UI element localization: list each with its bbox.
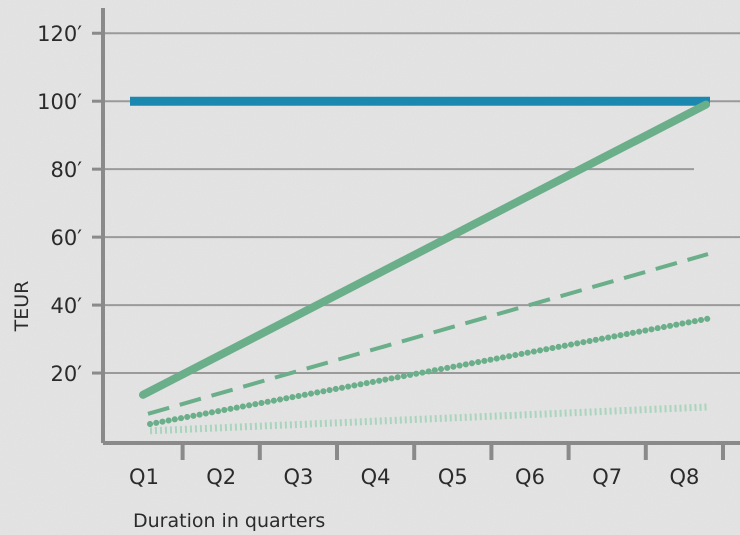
axes bbox=[101, 8, 740, 445]
series-line-4 bbox=[147, 315, 711, 428]
x-tick-label: Q8 bbox=[669, 465, 699, 489]
series-line-2 bbox=[139, 100, 710, 399]
x-tick-label: Q6 bbox=[515, 465, 545, 489]
x-tick-label: Q3 bbox=[283, 465, 313, 489]
y-tick-label: 80′ bbox=[51, 158, 83, 182]
y-axis-ticks: 20′ 40′ 60′ 80′ 100′ 120′ bbox=[37, 22, 103, 386]
x-tick-label: Q4 bbox=[361, 465, 391, 489]
x-tick-label: Q7 bbox=[592, 465, 622, 489]
y-tick-label: 120′ bbox=[37, 22, 82, 46]
y-tick-label: 100′ bbox=[37, 90, 82, 114]
x-tick-label: Q2 bbox=[206, 465, 236, 489]
y-tick-label: 40′ bbox=[51, 294, 83, 318]
x-axis-title: Duration in quarters bbox=[133, 510, 325, 532]
y-axis-title: TEUR bbox=[11, 281, 33, 333]
x-axis-ticks: Q1 Q2 Q3 Q4 Q5 Q6 Q7 Q8 bbox=[129, 443, 725, 489]
y-tick-label: 20′ bbox=[51, 362, 83, 386]
series-lines bbox=[130, 96, 711, 435]
grid-lines bbox=[103, 32, 740, 375]
x-tick-label: Q1 bbox=[129, 465, 159, 489]
x-tick-label: Q5 bbox=[438, 465, 468, 489]
y-tick-label: 60′ bbox=[51, 226, 83, 250]
